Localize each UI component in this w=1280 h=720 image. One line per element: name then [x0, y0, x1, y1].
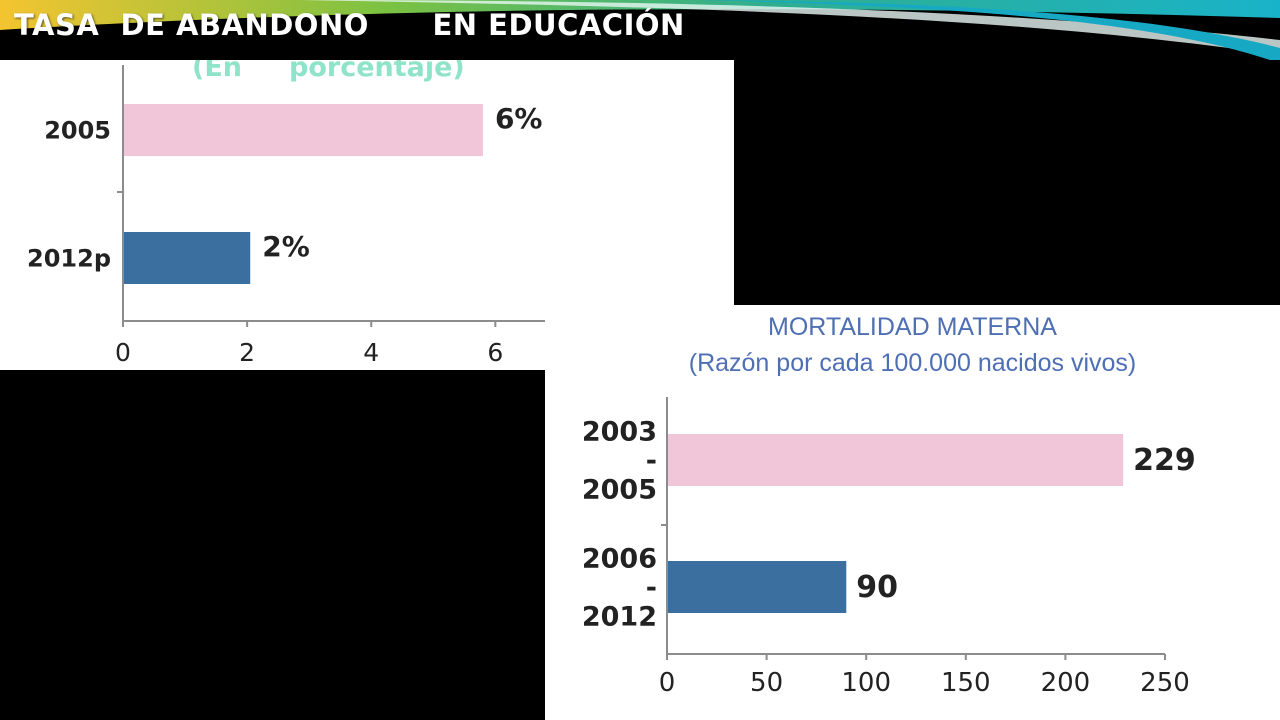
category-label: 2006 — [582, 544, 657, 575]
x-tick-label: 100 — [841, 668, 891, 698]
category-label: 2012p — [27, 245, 111, 273]
chart-panel-maternal-mortality: MORTALIDAD MATERNA (Razón por cada 100.0… — [545, 305, 1280, 720]
category-label: 2012 — [582, 602, 657, 633]
data-label: 90 — [856, 570, 898, 605]
bar — [668, 434, 1124, 486]
chart-subtitle: (Razón por cada 100.000 nacidos vivos) — [688, 349, 1137, 377]
category-label: 2005 — [582, 475, 657, 506]
data-label: 2% — [262, 230, 310, 263]
category-label: 2005 — [44, 117, 111, 145]
category-label: 2003 — [582, 417, 657, 448]
x-tick-label: 200 — [1041, 668, 1091, 698]
decorative-swoosh — [0, 0, 1280, 60]
x-tick-label: 6 — [487, 338, 503, 367]
bar — [124, 232, 251, 284]
x-tick-label: 50 — [750, 668, 783, 698]
data-label: 6% — [495, 102, 543, 135]
chart-title: MORTALIDAD MATERNA — [768, 313, 1057, 341]
x-tick-label: 4 — [363, 338, 379, 367]
chart-subtitle: (En porcentaje) — [192, 60, 465, 83]
x-tick-label: 2 — [239, 338, 255, 367]
chart-panel-dropout: 0 2 4 6 6% 2005 2% 2012p (En porcentaje) — [0, 60, 734, 370]
dropout-chart: 0 2 4 6 6% 2005 2% 2012p — [27, 65, 545, 367]
category-label: - — [646, 573, 657, 604]
x-tick-label: 150 — [941, 668, 991, 698]
category-label: - — [646, 446, 657, 477]
x-tick-label: 0 — [659, 668, 676, 698]
x-tick-label: 0 — [115, 338, 131, 367]
slide-title: TASA DE ABANDONO EN EDUCACIÓN — [14, 8, 685, 42]
bar — [124, 104, 483, 156]
x-tick-label: 250 — [1140, 668, 1190, 698]
data-label: 229 — [1133, 443, 1196, 478]
bar — [668, 561, 847, 613]
